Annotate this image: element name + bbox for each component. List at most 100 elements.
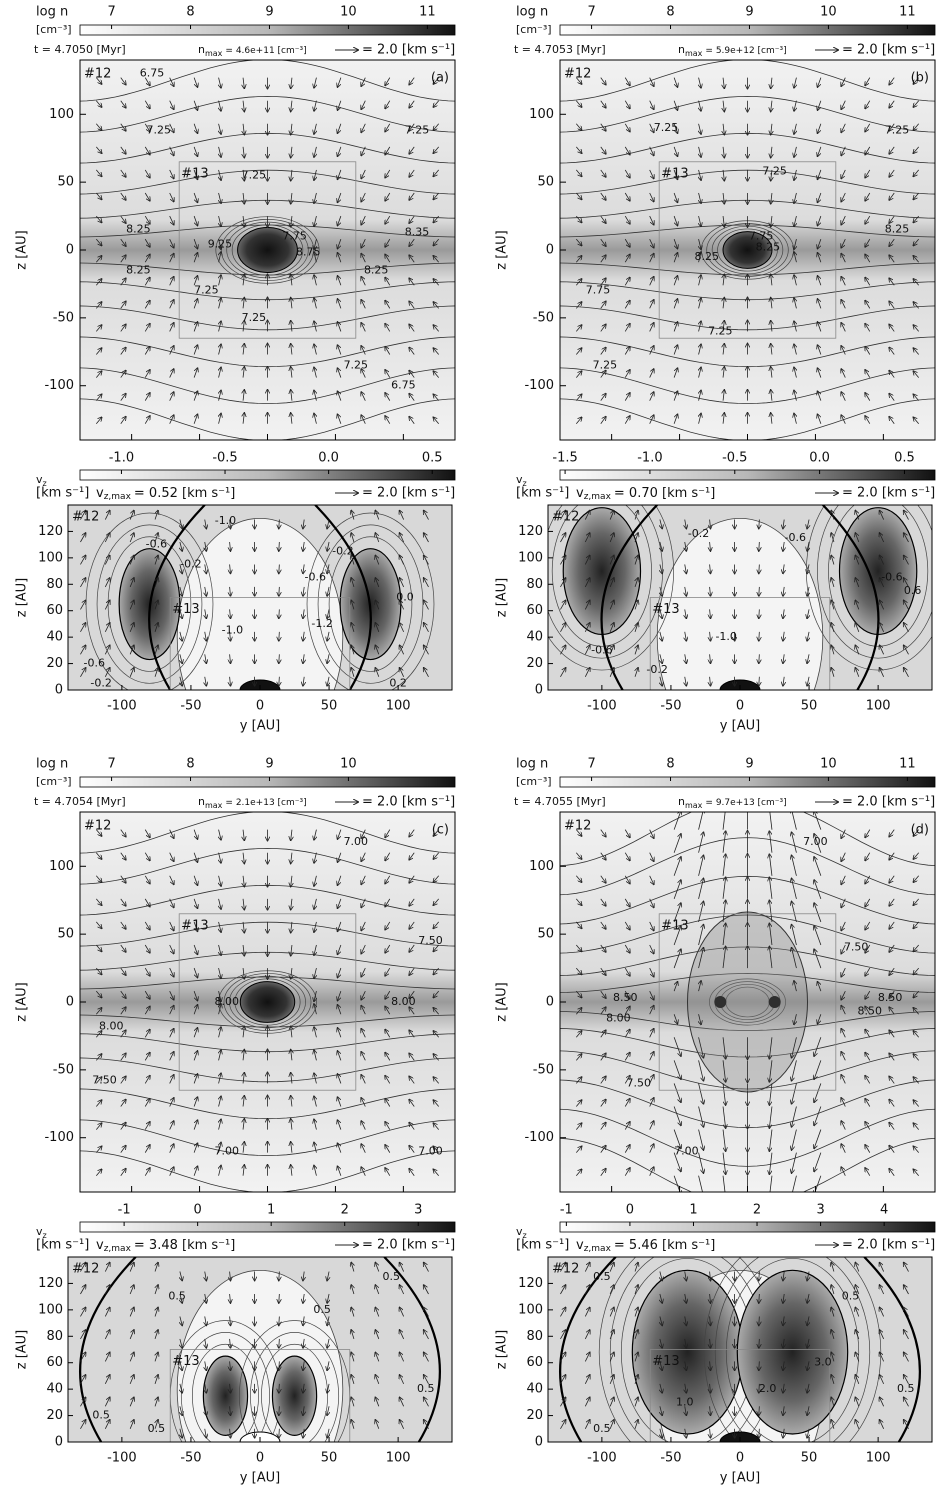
velocity-arrow: [361, 875, 366, 885]
colorbar-label: log n: [36, 5, 68, 20]
velocity-arrow: [424, 578, 429, 588]
velocity-arrow: [120, 1146, 126, 1153]
velocity-arrow: [584, 623, 589, 633]
velocity-arrow: [314, 275, 316, 286]
velocity-arrow: [314, 991, 316, 1001]
velocity-arrow: [144, 1053, 150, 1061]
y-tick-label: 40: [46, 1382, 63, 1397]
velocity-arrow: [230, 676, 231, 686]
velocity-arrow: [104, 668, 109, 677]
velocity-arrow: [243, 852, 244, 864]
colorbar: [79, 469, 456, 481]
velocity-arrow: [361, 300, 366, 309]
velocity-arrow: [104, 555, 109, 565]
velocity-arrow: [303, 676, 304, 686]
velocity-arrow: [375, 555, 380, 565]
velocity-arrow: [120, 347, 126, 355]
velocity-arrow: [723, 77, 724, 89]
nmax-symbol: n: [678, 43, 685, 56]
velocity-arrow: [243, 1050, 244, 1061]
velocity-arrow: [699, 344, 701, 355]
x-tick-label: -100: [587, 1451, 617, 1466]
nmax-sub: max: [685, 49, 703, 58]
velocity-arrow: [169, 898, 174, 908]
contour-label: 8.00: [391, 995, 416, 1008]
velocity-arrow: [855, 668, 860, 677]
velocity-arrow: [291, 944, 292, 956]
velocity-arrow: [635, 555, 638, 565]
colorbar-tick-label: -1.0: [637, 451, 662, 466]
velocity-arrow: [180, 676, 182, 686]
velocity-arrow: [794, 146, 796, 157]
velocity-arrow: [409, 278, 415, 286]
velocity-arrow: [120, 829, 126, 837]
velocity-arrow: [80, 578, 85, 588]
velocity-arrow: [361, 1144, 366, 1153]
velocity-arrow: [193, 1005, 197, 1015]
x-tick-label: -50: [660, 1451, 681, 1466]
velocity-arrow: [831, 511, 834, 520]
velocity-arrow: [409, 417, 415, 424]
velocity-arrow: [904, 511, 909, 520]
velocity-arrow: [385, 324, 391, 332]
velocity-arrow: [169, 1075, 174, 1084]
velocity-arrow: [865, 347, 871, 355]
velocity-arrow: [104, 600, 109, 610]
time-label: t = 4.7054 [Myr]: [34, 795, 126, 808]
velocity-arrow: [759, 519, 760, 529]
velocity-arrow: [243, 1073, 244, 1084]
velocity-arrow: [361, 123, 366, 133]
velocity-arrow: [624, 370, 630, 378]
velocity-arrow: [600, 146, 606, 154]
velocity-arrow: [673, 77, 677, 87]
contour-label: 8.35: [405, 225, 430, 238]
y-tick-label: 100: [49, 107, 74, 122]
velocity-arrow: [327, 654, 329, 663]
velocity-arrow: [95, 325, 101, 332]
velocity-arrow: [771, 123, 772, 135]
velocity-arrow: [80, 511, 85, 520]
velocity-arrow: [219, 390, 221, 401]
velocity-arrow: [314, 192, 316, 203]
colorbar-tick-label: 0.5: [894, 451, 915, 466]
velocity-arrow: [169, 192, 174, 202]
colorbar-unit: [cm⁻³]: [516, 23, 552, 36]
velocity-arrow: [243, 944, 244, 956]
velocity-arrow: [243, 77, 244, 89]
velocity-arrow: [219, 921, 221, 932]
velocity-arrow: [817, 192, 822, 202]
colorbar-label: log n: [36, 757, 68, 772]
velocity-arrow: [243, 298, 244, 309]
velocity-arrow: [409, 146, 415, 154]
velocity-arrow: [279, 1361, 280, 1370]
velocity-arrow: [699, 192, 701, 203]
velocity-arrow: [337, 1028, 342, 1038]
velocity-arrow: [409, 215, 415, 223]
velocity-arrow: [291, 298, 292, 309]
velocity-arrow: [600, 169, 606, 177]
velocity-arrow: [180, 586, 182, 596]
velocity-arrow: [361, 1098, 366, 1107]
velocity-arrow: [649, 323, 654, 332]
velocity-arrow: [841, 300, 846, 309]
y-tick-label: 20: [46, 656, 63, 671]
contour-label: 7.50: [627, 1076, 652, 1089]
velocity-arrow: [660, 564, 662, 573]
velocity-arrow: [337, 276, 342, 286]
velocity-arrow: [889, 192, 895, 200]
velocity-arrow: [95, 944, 101, 951]
velocity-arrow: [855, 511, 860, 520]
velocity-arrow: [291, 367, 292, 378]
lobe: [736, 1269, 849, 1435]
contour-label: 7.00: [674, 1144, 699, 1157]
velocity-arrow: [169, 415, 174, 424]
velocity-arrow: [660, 609, 662, 618]
velocity-arrow: [193, 1097, 197, 1107]
velocity-arrow: [193, 276, 197, 286]
velocity-arrow: [889, 146, 895, 154]
velocity-arrow: [95, 100, 101, 107]
velocity-arrow: [699, 252, 701, 263]
y-tick-label: 100: [518, 1302, 543, 1317]
vmax-label: vz,max = 5.46 [km s⁻¹]: [576, 1238, 715, 1254]
velocity-arrow: [193, 944, 197, 954]
